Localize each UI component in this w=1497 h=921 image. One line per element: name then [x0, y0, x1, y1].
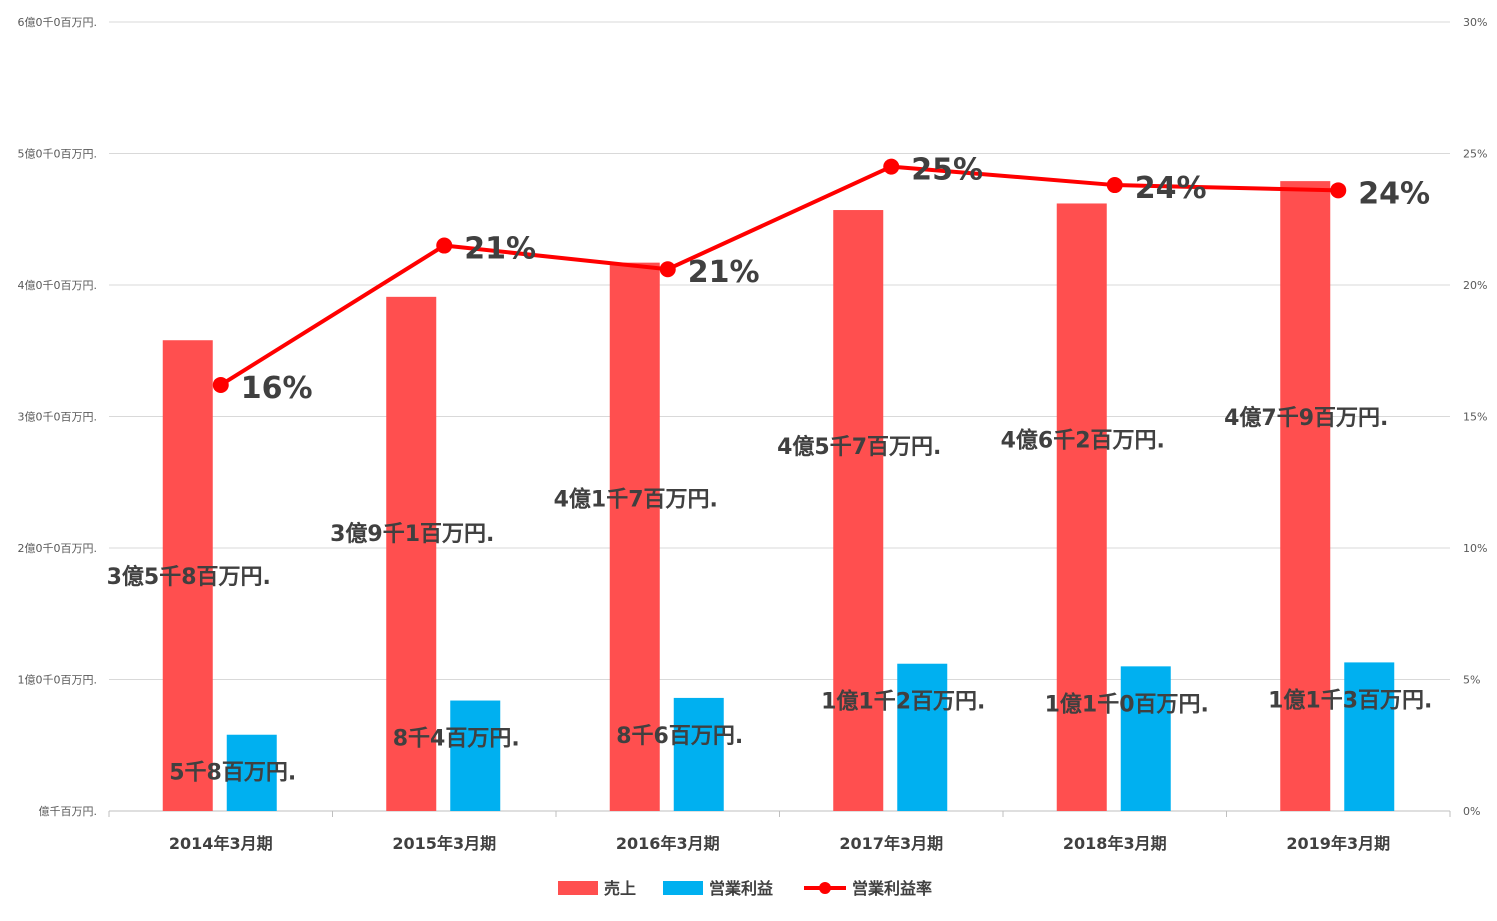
x-axis-category-label: 2015年3月期 [392, 834, 496, 853]
legend-label-operating-margin: 営業利益率 [852, 879, 932, 898]
x-axis-category-label: 2019年3月期 [1286, 834, 1390, 853]
operating-margin-data-label: 21% [688, 255, 760, 290]
left-axis-tick-label: 4億0千0百万円. [18, 279, 98, 292]
right-axis-tick-label: 15% [1463, 411, 1487, 424]
sales-data-label: 4億1千7百万円. [554, 487, 718, 513]
operating-margin-data-label: 21% [464, 232, 536, 267]
operating-margin-data-label: 24% [1358, 176, 1430, 211]
sales-bar [609, 262, 660, 811]
sales-bar [1056, 203, 1107, 812]
sales-data-label: 4億6千2百万円. [1001, 427, 1165, 453]
right-axis-tick-label: 10% [1463, 542, 1487, 555]
right-axis-tick-label: 5% [1463, 674, 1480, 687]
sales-data-label: 4億7千9百万円. [1224, 405, 1388, 431]
x-axis: 2014年3月期 2015年3月期 2016年3月期 2017年3月期 2018年3月期… [108, 810, 1451, 853]
left-axis-tick-label: 3億0千0百万円. [18, 411, 98, 424]
legend-swatch-sales [558, 881, 598, 895]
sales-bar [833, 210, 884, 812]
operating-profit-data-label: 1億1千0百万円. [1045, 691, 1209, 717]
sales-data-label: 3億9千1百万円. [330, 521, 494, 547]
operating-profit-bar [450, 700, 501, 811]
sales-data-label: 4億5千7百万円. [777, 434, 941, 460]
legend-marker-operating-margin [819, 882, 831, 894]
operating-margin-marker [1106, 177, 1123, 194]
legend-label-operating-profit: 営業利益 [709, 879, 773, 898]
operating-profit-bar [1344, 662, 1395, 811]
operating-margin-marker [883, 158, 900, 175]
x-axis-category-label: 2017年3月期 [839, 834, 943, 853]
margin-line [212, 158, 1347, 393]
operating-profit-data-label: 8千4百万円. [393, 727, 520, 752]
sales-bar [1280, 181, 1331, 812]
operating-margin-data-label: 25% [911, 153, 983, 188]
operating-profit-data-label: 1億1千2百万円. [821, 689, 985, 715]
left-axis-tick-label: 1億0千0百万円. [18, 674, 98, 687]
gridlines [109, 21, 1450, 680]
left-axis-tick-label: 6億0千0百万円. [18, 16, 98, 29]
operating-margin-marker [1330, 182, 1347, 199]
left-axis: 億千百万円. 1億0千0百万円. 2億0千0百万円. 3億0千0百万円. 4億0千0百万… [18, 16, 98, 818]
right-axis-tick-label: 20% [1463, 279, 1487, 292]
left-axis-tick-label: 5億0千0百万円. [18, 148, 98, 161]
operating-profit-data-label: 8千6百万円. [616, 724, 743, 749]
operating-margin-marker [212, 376, 229, 393]
left-axis-tick-label: 億千百万円. [39, 805, 98, 818]
operating-profit-bar [673, 697, 724, 811]
sales-bar [386, 296, 437, 812]
operating-margin-marker [659, 261, 676, 278]
bars [162, 181, 1395, 812]
operating-profit-bar [226, 734, 277, 811]
right-axis: 0% 5% 10% 15% 20% 25% 30% [1463, 16, 1487, 818]
right-axis-tick-label: 30% [1463, 16, 1487, 29]
x-axis-category-label: 2016年3月期 [616, 834, 720, 853]
legend-swatch-operating-profit [663, 881, 703, 895]
operating-profit-bar [897, 663, 948, 811]
operating-profit-data-label: 1億1千3百万円. [1268, 687, 1432, 713]
sales-data-label: 3億5千8百万円. [107, 564, 271, 590]
operating-margin-data-label: 24% [1135, 171, 1207, 206]
x-axis-category-label: 2014年3月期 [169, 834, 273, 853]
legend-label-sales: 売上 [604, 879, 636, 898]
x-axis-category-label: 2018年3月期 [1063, 834, 1167, 853]
right-axis-tick-label: 25% [1463, 148, 1487, 161]
operating-margin-marker [436, 237, 453, 254]
right-axis-tick-label: 0% [1463, 805, 1480, 818]
data-labels: 3億5千8百万円. 5千8百万円. 3億9千1百万円. 8千4百万円. 4億1千7百万円… [107, 153, 1433, 786]
operating-margin-line [219, 164, 1339, 387]
sales-bar [162, 340, 213, 811]
operating-profit-data-label: 5千8百万円. [169, 761, 296, 786]
left-axis-tick-label: 2億0千0百万円. [18, 542, 98, 555]
operating-margin-data-label: 16% [241, 371, 313, 406]
operating-profit-bar [1120, 666, 1171, 811]
legend: 売上 営業利益 営業利益率 [558, 879, 932, 898]
